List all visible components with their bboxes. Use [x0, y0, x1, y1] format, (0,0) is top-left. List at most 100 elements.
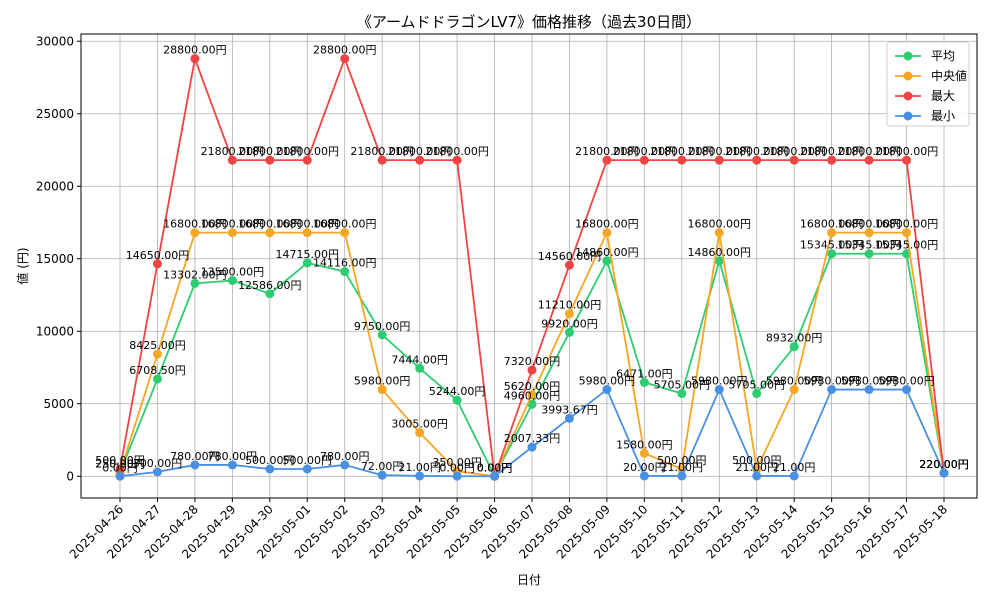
data-point: [265, 464, 275, 474]
data-point: [415, 471, 425, 481]
data-point: [902, 155, 912, 165]
data-label: 16800.00円: [875, 218, 939, 231]
data-point: [714, 256, 724, 266]
data-point: [827, 155, 837, 165]
data-label: 3993.67円: [541, 403, 598, 416]
data-label: 300.00円: [133, 457, 183, 470]
data-point: [190, 278, 200, 288]
data-label: 21.00円: [398, 461, 441, 474]
legend-box: [886, 41, 970, 127]
data-point: [602, 256, 612, 266]
data-point: [415, 428, 425, 438]
data-point: [377, 155, 387, 165]
legend-label-2: 最大: [931, 89, 955, 103]
data-point: [340, 54, 350, 64]
data-label: 500.00円: [283, 454, 333, 467]
data-point: [639, 471, 649, 481]
y-tick-label: 10000: [36, 324, 74, 338]
y-tick-label: 15000: [36, 252, 74, 266]
data-label: 5705.00円: [728, 379, 785, 392]
series-group: [115, 54, 949, 481]
data-label: 14860.00円: [575, 246, 639, 259]
data-point: [564, 260, 574, 270]
data-label: 21800.00円: [762, 145, 826, 158]
data-point: [602, 155, 612, 165]
data-label: 1580.00円: [616, 438, 673, 451]
data-label: 21800.00円: [276, 145, 340, 158]
data-label: 28800.00円: [313, 44, 377, 57]
legend-marker-2: [903, 91, 913, 101]
data-point: [902, 228, 912, 238]
data-point: [752, 389, 762, 399]
data-point: [527, 442, 537, 452]
data-label: 0.00円: [102, 461, 138, 474]
data-label: 5980.00円: [841, 375, 898, 388]
data-label: 16800.00円: [313, 218, 377, 231]
data-label: 21800.00円: [650, 145, 714, 158]
data-label: 780.00円: [320, 450, 370, 463]
data-point: [340, 228, 350, 238]
data-label: 14650.00円: [126, 249, 190, 262]
data-point: [864, 228, 874, 238]
data-labels: 250.00円 6708.50円 13302.00円13500.00円12586.0…: [95, 44, 969, 475]
data-point: [639, 448, 649, 458]
data-label: 14860.00円: [688, 246, 752, 259]
chart-title: 《アームドドラゴンLV7》価格推移（過去30日間）: [357, 13, 701, 31]
data-label: 5980.00円: [354, 375, 411, 388]
data-label: 7320.00円: [504, 355, 561, 368]
data-label: 8932.00円: [766, 332, 823, 345]
data-label: 21800.00円: [238, 145, 302, 158]
data-label: 16800.00円: [276, 218, 340, 231]
data-label: 780.00円: [208, 450, 258, 463]
data-label: 220.00円: [919, 458, 969, 471]
data-label: 21800.00円: [425, 145, 489, 158]
data-point: [452, 471, 462, 481]
y-tick-label: 25000: [36, 107, 74, 121]
data-label: 72.00円: [361, 460, 404, 473]
data-label: 220.00円: [919, 458, 969, 471]
data-point: [864, 155, 874, 165]
legend-label-1: 中央値: [931, 68, 967, 83]
data-label: 28800.00円: [163, 44, 227, 57]
data-label: 0.00円: [477, 461, 513, 474]
data-point: [190, 54, 200, 64]
data-point: [227, 460, 237, 470]
legend-label-3: 最小: [931, 109, 955, 123]
data-point: [789, 471, 799, 481]
data-label: 15345.00円: [875, 239, 939, 252]
data-label: 21800.00円: [688, 145, 752, 158]
y-tick-label: 20000: [36, 179, 74, 193]
data-label: 4960.00円: [504, 389, 561, 402]
legend-marker-1: [903, 71, 913, 81]
y-tick-label: 5000: [43, 397, 74, 411]
data-label: 21800.00円: [613, 145, 677, 158]
data-label: 5980.00円: [579, 375, 636, 388]
data-label: 8425.00円: [129, 339, 186, 352]
data-point: [714, 228, 724, 238]
data-label: 16800.00円: [575, 218, 639, 231]
data-point: [452, 155, 462, 165]
data-label: 5980.00円: [803, 375, 860, 388]
data-label: 5980.00円: [691, 375, 748, 388]
data-point: [152, 349, 162, 359]
data-point: [115, 471, 125, 481]
data-label: 16800.00円: [163, 218, 227, 231]
legend-label-0: 平均: [931, 49, 955, 63]
data-label: 21800.00円: [388, 145, 452, 158]
data-point: [939, 468, 949, 478]
data-label: 5620.00円: [504, 380, 561, 393]
data-label: 16800.00円: [800, 218, 864, 231]
data-label: 14116.00円: [313, 257, 377, 270]
data-label: 0.00円: [477, 461, 513, 474]
data-point: [864, 385, 874, 395]
data-label: 9920.00円: [541, 317, 598, 330]
data-label: 5980.00円: [766, 375, 823, 388]
data-label: 16800.00円: [688, 218, 752, 231]
data-point: [752, 155, 762, 165]
data-label: 220.00円: [919, 458, 969, 471]
data-label: 21.00円: [773, 461, 816, 474]
data-label: 14560.00円: [538, 250, 602, 263]
data-point: [190, 228, 200, 238]
data-point: [190, 460, 200, 470]
data-point: [227, 155, 237, 165]
